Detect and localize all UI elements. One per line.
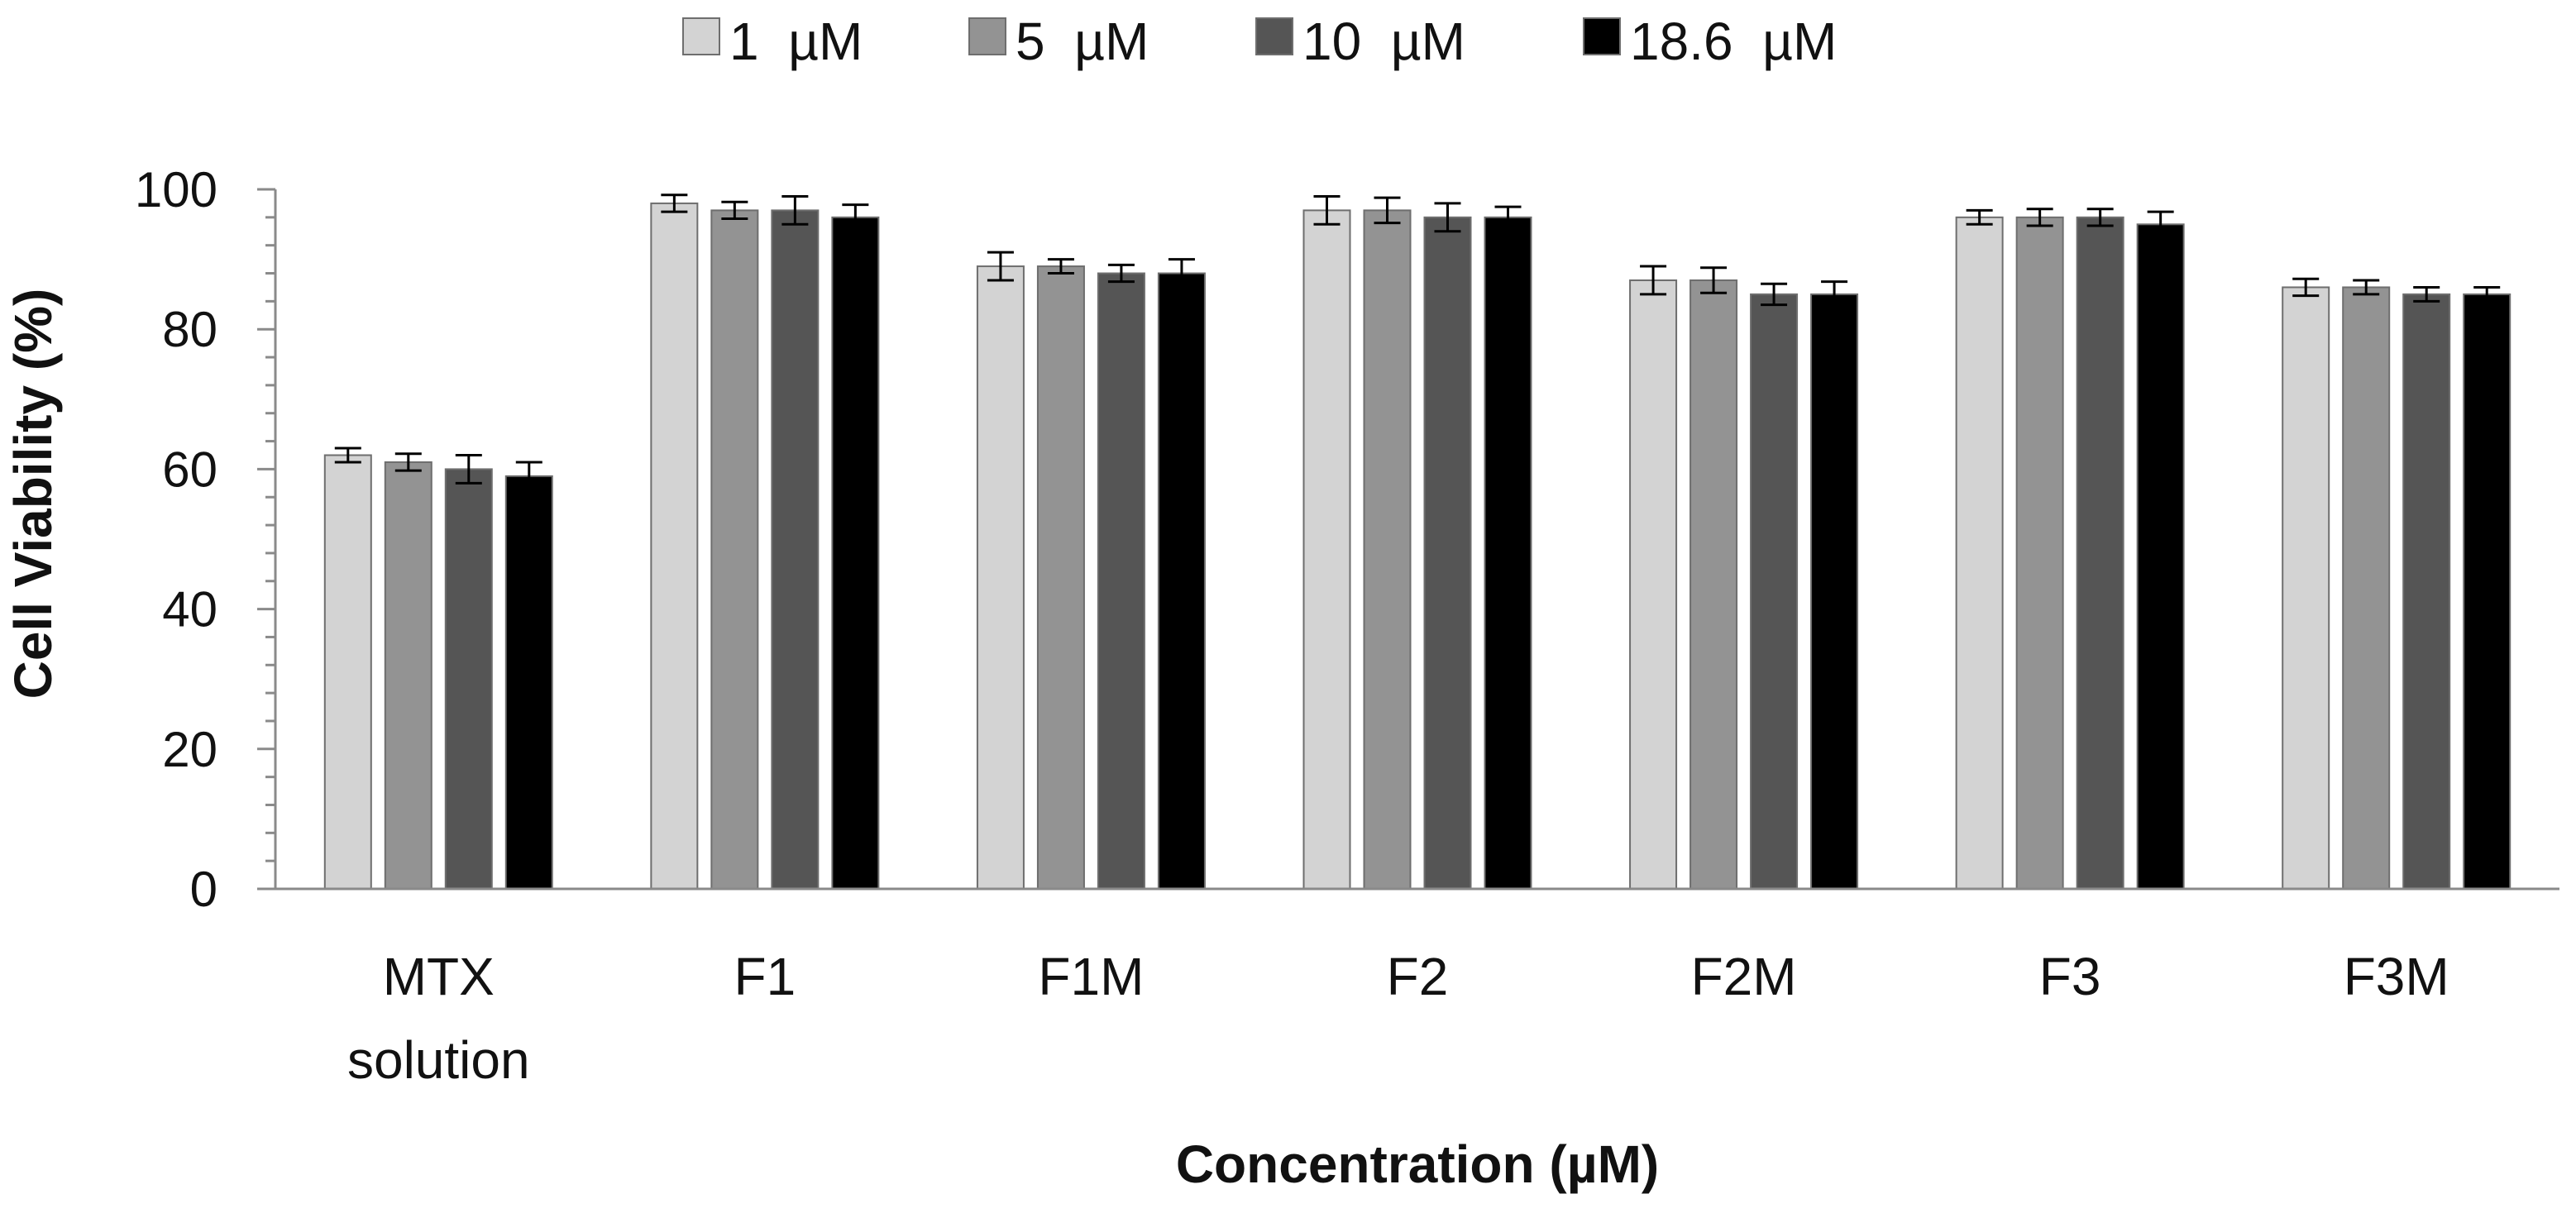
- bar: [1363, 209, 1412, 890]
- bar: [2282, 286, 2330, 890]
- bar: [1097, 272, 1145, 890]
- bar: [1302, 209, 1351, 890]
- x-tick-label: F1M: [1038, 947, 1144, 1006]
- legend-label: 10 µM: [1302, 12, 1465, 71]
- bar: [444, 468, 493, 891]
- bar: [504, 475, 553, 890]
- bar: [2342, 286, 2391, 890]
- y-tick-label: 0: [190, 862, 217, 917]
- y-tick-label: 100: [135, 162, 217, 217]
- y-tick-label: 60: [162, 442, 217, 497]
- x-tick-label: F3: [2039, 947, 2101, 1006]
- bars: [323, 193, 2511, 891]
- x-tick-label: F1: [734, 947, 796, 1006]
- bar: [650, 202, 699, 891]
- legend-swatch: [1583, 17, 1621, 55]
- x-tick-label: F2M: [1691, 947, 1797, 1006]
- bar: [2076, 216, 2124, 890]
- x-tick-label: F3M: [2344, 947, 2449, 1006]
- legend: 1 µM 5 µM 10 µM 18.6 µM: [682, 12, 1837, 71]
- legend-label: 5 µM: [1016, 12, 1149, 71]
- bar: [2136, 223, 2185, 890]
- bar: [1689, 279, 1738, 891]
- x-tick-label: solution: [347, 1030, 530, 1090]
- x-axis: MTX solution F1 F1M F2 F2M F3 F3M: [275, 887, 2559, 1090]
- bar: [976, 265, 1025, 890]
- bar: [1629, 279, 1678, 891]
- legend-swatch: [1255, 17, 1293, 55]
- bar: [2015, 216, 2064, 890]
- legend-label: 18.6 µM: [1630, 12, 1837, 71]
- bar: [1955, 216, 2004, 890]
- bar: [1750, 293, 1799, 890]
- bar: [323, 454, 372, 890]
- legend-swatch: [682, 17, 720, 55]
- x-axis-title: Concentration (µM): [1176, 1134, 1659, 1194]
- y-tick-label: 40: [162, 582, 217, 638]
- bar: [1157, 272, 1206, 890]
- y-tick-label: 20: [162, 722, 217, 777]
- bar: [1036, 265, 1085, 890]
- x-tick-label: MTX: [383, 947, 495, 1006]
- bar: [1810, 293, 1859, 890]
- legend-label: 1 µM: [729, 12, 863, 71]
- bar: [771, 209, 820, 890]
- bar: [1484, 216, 1532, 890]
- bar: [831, 216, 880, 890]
- x-tick-label: F2: [1387, 947, 1449, 1006]
- y-tick-label: 80: [162, 302, 217, 357]
- bar: [2463, 293, 2511, 890]
- y-axis-title: Cell Viability (%): [3, 289, 63, 700]
- bar: [1423, 216, 1472, 890]
- bar: [384, 461, 433, 890]
- bar: [710, 209, 759, 890]
- bar: [2402, 293, 2451, 890]
- legend-swatch: [968, 17, 1006, 55]
- y-axis: 0 20 40 60 80 100: [135, 162, 277, 917]
